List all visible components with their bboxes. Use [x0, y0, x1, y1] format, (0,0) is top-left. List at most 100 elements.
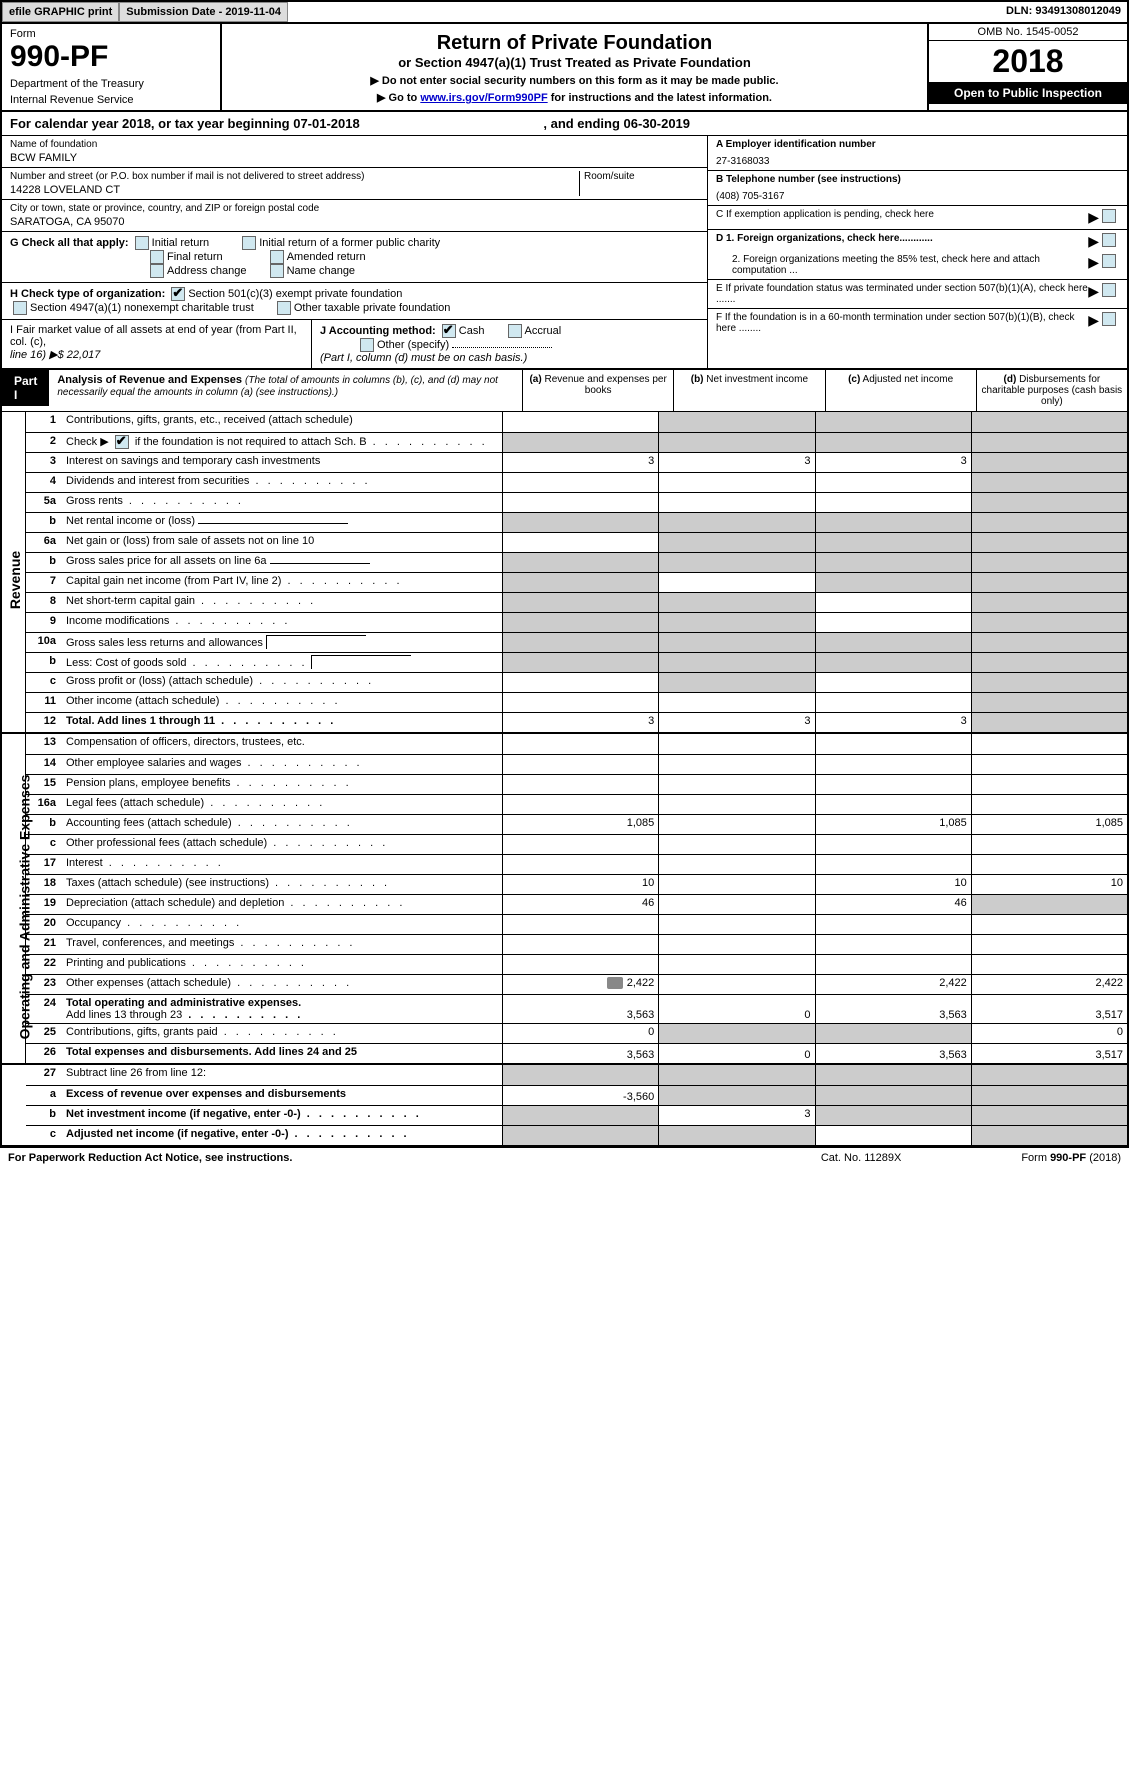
col-b-text: Net investment income [706, 374, 808, 385]
d-row: D 1. Foreign organizations, check here..… [708, 230, 1127, 280]
c-checkbox[interactable] [1102, 209, 1116, 223]
initial-return-checkbox[interactable] [135, 236, 149, 250]
row-8: 8Net short-term capital gain [26, 592, 1127, 612]
summary-section: 27Subtract line 26 from line 12: aExcess… [2, 1063, 1127, 1145]
d2-label: 2. Foreign organizations meeting the 85%… [716, 254, 1088, 276]
address-change-checkbox[interactable] [150, 264, 164, 278]
row-9: 9Income modifications [26, 612, 1127, 632]
g-opt-1: Initial return of a former public charit… [259, 237, 440, 249]
revenue-rows: 1Contributions, gifts, grants, etc., rec… [26, 412, 1127, 732]
e-row: E If private foundation status was termi… [708, 280, 1127, 309]
i-value: line 16) ▶$ 22,017 [10, 349, 100, 361]
e-checkbox[interactable] [1102, 283, 1116, 297]
r26-a: 3,563 [502, 1044, 658, 1063]
e-label: E If private foundation status was termi… [716, 283, 1088, 305]
part-1-label: Part I [2, 370, 49, 406]
row-27c: cAdjusted net income (if negative, enter… [26, 1125, 1127, 1145]
amended-return-checkbox[interactable] [270, 250, 284, 264]
initial-former-checkbox[interactable] [242, 236, 256, 250]
r16a-desc: Legal fees (attach schedule) [62, 795, 502, 814]
row-15: 15Pension plans, employee benefits [26, 774, 1127, 794]
row-27a: aExcess of revenue over expenses and dis… [26, 1085, 1127, 1105]
row-3: 3Interest on savings and temporary cash … [26, 452, 1127, 472]
row-10a: 10aGross sales less returns and allowanc… [26, 632, 1127, 652]
j-label: J Accounting method: [320, 325, 436, 337]
r23-d: 2,422 [971, 975, 1127, 994]
j-note: (Part I, column (d) must be on cash basi… [320, 352, 527, 364]
r19-desc: Depreciation (attach schedule) and deple… [62, 895, 502, 914]
g-opt-4: Address change [167, 265, 247, 277]
col-d-header: (d) Disbursements for charitable purpose… [976, 370, 1127, 411]
accrual-checkbox[interactable] [508, 324, 522, 338]
r25-d: 0 [971, 1024, 1127, 1043]
r5a-desc: Gross rents [62, 493, 502, 512]
revenue-section: Revenue 1Contributions, gifts, grants, e… [2, 412, 1127, 732]
col-a-header: (a) Revenue and expenses per books [522, 370, 673, 411]
r17-desc: Interest [62, 855, 502, 874]
header-left: Form 990-PF Department of the Treasury I… [2, 24, 222, 110]
header-center: Return of Private Foundation or Section … [222, 24, 927, 110]
omb-number: OMB No. 1545-0052 [929, 24, 1127, 41]
r20-desc: Occupancy [62, 915, 502, 934]
r16b-desc: Accounting fees (attach schedule) [62, 815, 502, 834]
r9-desc: Income modifications [62, 613, 502, 632]
other-taxable-checkbox[interactable] [277, 301, 291, 315]
department-2: Internal Revenue Service [10, 94, 212, 106]
r26-desc: Total expenses and disbursements. Add li… [62, 1044, 502, 1063]
row-6b: bGross sales price for all assets on lin… [26, 552, 1127, 572]
r18-desc: Taxes (attach schedule) (see instruction… [62, 875, 502, 894]
d2-checkbox[interactable] [1102, 254, 1116, 268]
r7-desc: Capital gain net income (from Part IV, l… [62, 573, 502, 592]
f-row: F If the foundation is in a 60-month ter… [708, 309, 1127, 337]
department-1: Department of the Treasury [10, 78, 212, 90]
row-2: 2Check ▶ if the foundation is not requir… [26, 432, 1127, 452]
instruction-1: ▶ Do not enter social security numbers o… [226, 74, 923, 87]
column-headers: (a) Revenue and expenses per books (b) N… [522, 370, 1127, 411]
r21-desc: Travel, conferences, and meetings [62, 935, 502, 954]
irs-link[interactable]: www.irs.gov/Form990PF [420, 92, 547, 104]
row-27b: bNet investment income (if negative, ent… [26, 1105, 1127, 1125]
r19-a: 46 [502, 895, 658, 914]
row-11: 11Other income (attach schedule) [26, 692, 1127, 712]
sch-b-checkbox[interactable] [115, 435, 129, 449]
ein-label: A Employer identification number [716, 139, 1119, 150]
h-opt-3: Other taxable private foundation [294, 302, 451, 314]
row-1: 1Contributions, gifts, grants, etc., rec… [26, 412, 1127, 432]
g-opt-5: Name change [287, 265, 356, 277]
form-header: Form 990-PF Department of the Treasury I… [2, 24, 1127, 112]
name-change-checkbox[interactable] [270, 264, 284, 278]
h-opt-2: Section 4947(a)(1) nonexempt charitable … [30, 302, 254, 314]
r5b-desc: Net rental income or (loss) [62, 513, 502, 532]
i-label: I Fair market value of all assets at end… [10, 324, 297, 348]
r18-c: 10 [815, 875, 971, 894]
r26-d: 3,517 [971, 1044, 1127, 1063]
open-to-public: Open to Public Inspection [929, 82, 1127, 104]
r19-c: 46 [815, 895, 971, 914]
row-5a: 5aGross rents [26, 492, 1127, 512]
f-checkbox[interactable] [1102, 312, 1116, 326]
foundation-name: BCW FAMILY [10, 152, 699, 164]
expenses-label: Operating and Administrative Expenses [16, 774, 32, 1039]
row-12: 12Total. Add lines 1 through 11333 [26, 712, 1127, 732]
row-16c: cOther professional fees (attach schedul… [26, 834, 1127, 854]
cash-checkbox[interactable] [442, 324, 456, 338]
d1-checkbox[interactable] [1102, 233, 1116, 247]
attachment-icon[interactable] [607, 977, 623, 989]
r12-c: 3 [815, 713, 971, 732]
501c3-checkbox[interactable] [171, 287, 185, 301]
phone-row: B Telephone number (see instructions) (4… [708, 171, 1127, 206]
r16b-c: 1,085 [815, 815, 971, 834]
f-label: F If the foundation is in a 60-month ter… [716, 312, 1088, 334]
revenue-side-label: Revenue [2, 412, 26, 732]
arrow-icon: ▶ [1088, 312, 1099, 329]
entity-left: Name of foundation BCW FAMILY Number and… [2, 136, 707, 368]
r27a-a: -3,560 [502, 1086, 658, 1105]
row-6a: 6aNet gain or (loss) from sale of assets… [26, 532, 1127, 552]
other-method-checkbox[interactable] [360, 338, 374, 352]
final-return-checkbox[interactable] [150, 250, 164, 264]
r27c-desc: Adjusted net income (if negative, enter … [62, 1126, 502, 1145]
i-section: I Fair market value of all assets at end… [2, 320, 312, 368]
4947a1-checkbox[interactable] [13, 301, 27, 315]
efile-print-button[interactable]: efile GRAPHIC print [2, 2, 119, 22]
r3-a: 3 [502, 453, 658, 472]
